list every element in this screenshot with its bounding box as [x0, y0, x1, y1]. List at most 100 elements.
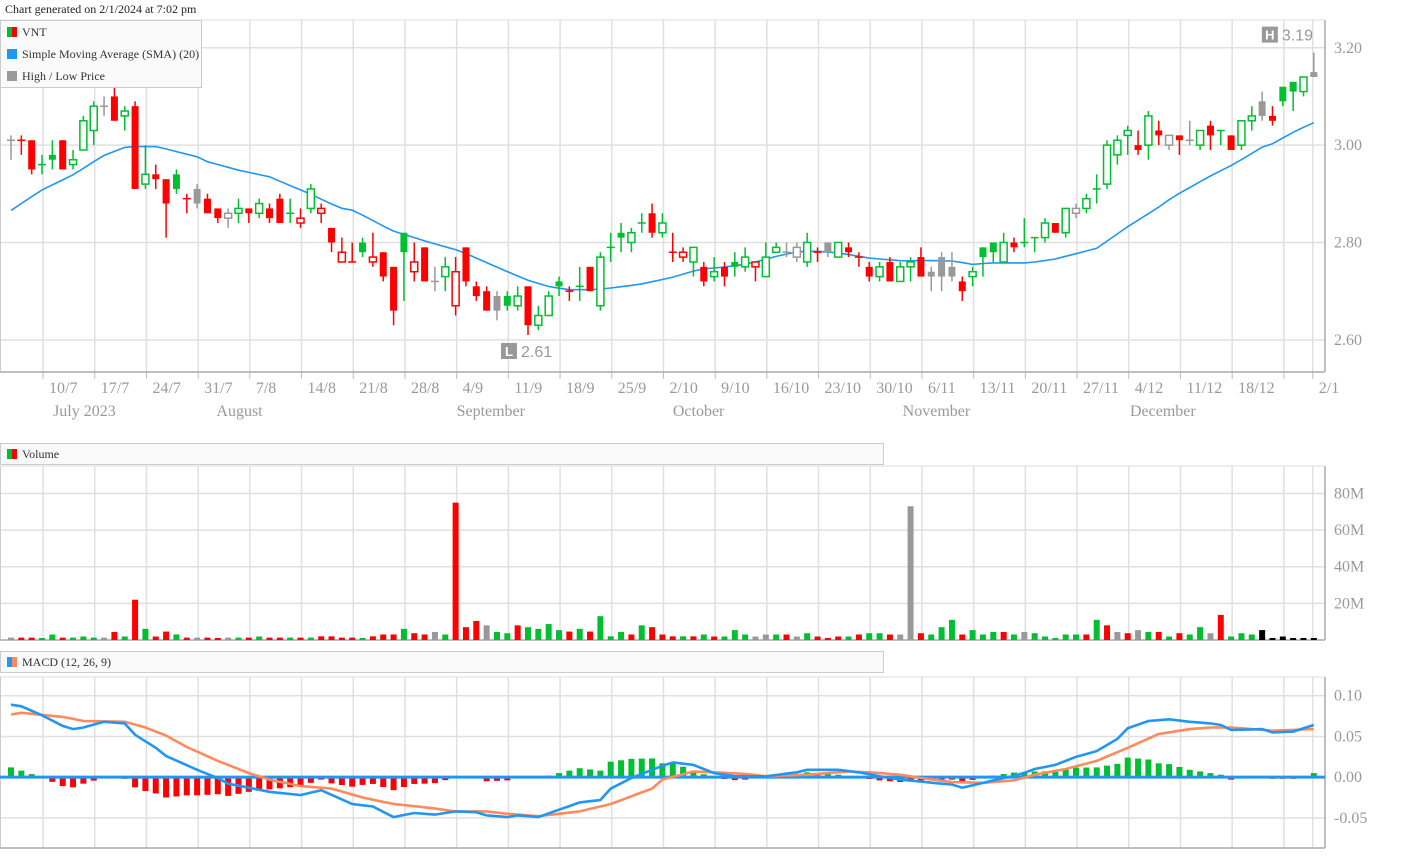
candle-body — [1071, 207, 1081, 215]
macd-histogram-bar — [8, 767, 14, 778]
signal-line — [10, 711, 1314, 818]
macd-histogram-bar — [576, 768, 583, 778]
volume-bar — [49, 634, 56, 640]
volume-bar — [876, 633, 883, 640]
volume-bar — [1259, 630, 1266, 640]
candle-body — [1082, 197, 1091, 210]
volume-bar — [907, 506, 914, 640]
candle-body — [751, 261, 760, 268]
macd-histogram-bar — [307, 777, 314, 783]
volume-bar — [979, 634, 986, 640]
chart-generated-caption: Chart generated on 2/1/2024 at 7:02 pm — [5, 2, 197, 16]
candle-body — [316, 207, 326, 215]
volume-bar — [1114, 631, 1121, 640]
macd-histogram-bar — [1104, 765, 1111, 778]
candle-body — [223, 212, 233, 219]
legend-item-high-low[interactable]: High / Low Price — [1, 65, 201, 87]
candle-body — [1237, 120, 1246, 146]
marker-tag: H — [1265, 28, 1274, 43]
macd-histogram-bar — [80, 777, 87, 784]
sma-swatch-icon — [7, 49, 17, 59]
legend-item-vnt[interactable]: VNT — [1, 21, 201, 43]
macd-histogram-bar — [597, 770, 604, 778]
volume-bar — [897, 634, 904, 640]
gridlines — [0, 20, 1325, 848]
macd-histogram-bar — [1124, 757, 1131, 778]
macd-histogram-bar — [649, 758, 656, 778]
candle-body — [627, 232, 636, 244]
candle-body — [1299, 76, 1308, 93]
volume-legend[interactable]: Volume — [0, 443, 884, 465]
macd-legend[interactable]: MACD (12, 26, 9) — [0, 651, 884, 673]
volume-bar — [783, 634, 790, 640]
candle-body — [555, 281, 563, 287]
x-tick-label: 14/8 — [308, 380, 336, 397]
volume-bar — [111, 631, 118, 640]
volume-bar — [742, 634, 749, 640]
candle-body — [658, 222, 667, 234]
macd-histogram-bar — [90, 777, 97, 781]
macd-histogram-bar — [380, 777, 387, 788]
volume-bar — [493, 631, 500, 640]
candle-body — [441, 266, 450, 278]
volume-bar — [1166, 636, 1173, 640]
high-low-markers: H 3.19 L 2.61 — [501, 26, 1313, 361]
candle-body — [938, 257, 946, 277]
volume-bar — [359, 637, 366, 640]
macd-histogram-bar — [638, 758, 645, 778]
candle-body — [544, 295, 553, 317]
volume-bar — [649, 627, 656, 640]
candle-body — [254, 202, 264, 215]
candle-body — [493, 296, 501, 311]
volume-bar — [917, 633, 924, 640]
macd-histogram-bar — [194, 777, 201, 796]
volume-bar — [514, 625, 521, 640]
volume-bar — [752, 636, 759, 640]
high-low-swatch-icon — [7, 71, 17, 81]
legend-item-sma[interactable]: Simple Moving Average (SMA) (20) — [1, 43, 201, 65]
volume-bar — [266, 637, 273, 640]
volume-bar — [235, 637, 242, 640]
macd-histogram-bar — [214, 777, 221, 795]
macd-histogram-bar — [556, 773, 563, 778]
volume-bar — [276, 637, 283, 640]
volume-bar — [721, 636, 728, 640]
panel-frames — [0, 19, 1326, 849]
volume-bar — [1310, 637, 1317, 640]
volume-bar — [307, 637, 314, 640]
volume-bar — [59, 637, 66, 640]
macd-histogram-bar — [163, 777, 170, 798]
candle-body — [131, 106, 139, 189]
macd-histogram-bar — [1062, 769, 1069, 778]
candle-body — [1040, 222, 1050, 239]
volume-bar — [183, 637, 190, 640]
macd-histogram-bar — [152, 777, 159, 794]
macd-histogram-bar — [266, 777, 273, 790]
sma-layer — [10, 121, 1315, 291]
macd-histogram-bar — [28, 774, 35, 778]
macd-histogram-bar — [1176, 766, 1183, 778]
x-tick-label: 11/9 — [514, 380, 542, 397]
volume-bar — [597, 616, 604, 640]
volume-bar — [462, 627, 469, 640]
candle-body — [700, 266, 708, 282]
candle-body — [895, 266, 905, 283]
candle-body — [1310, 72, 1318, 77]
candle-body — [792, 246, 802, 258]
macd-histogram-bar — [297, 777, 304, 787]
candle-body — [948, 266, 956, 277]
marker-tag: L — [505, 344, 513, 359]
candle-body — [534, 314, 543, 327]
candle-body — [48, 154, 56, 160]
candle-body — [276, 198, 284, 224]
x-tick-label: 17/7 — [101, 380, 129, 397]
candle-body — [689, 246, 698, 263]
volume-bar — [1300, 637, 1307, 640]
volume-bar — [142, 628, 149, 640]
candle-body — [1051, 223, 1059, 233]
sma-line — [10, 121, 1315, 291]
volume-bar — [411, 633, 418, 640]
volume-bar — [1104, 625, 1111, 640]
volume-bar — [1279, 636, 1286, 640]
macd-histogram-bar — [607, 761, 614, 778]
